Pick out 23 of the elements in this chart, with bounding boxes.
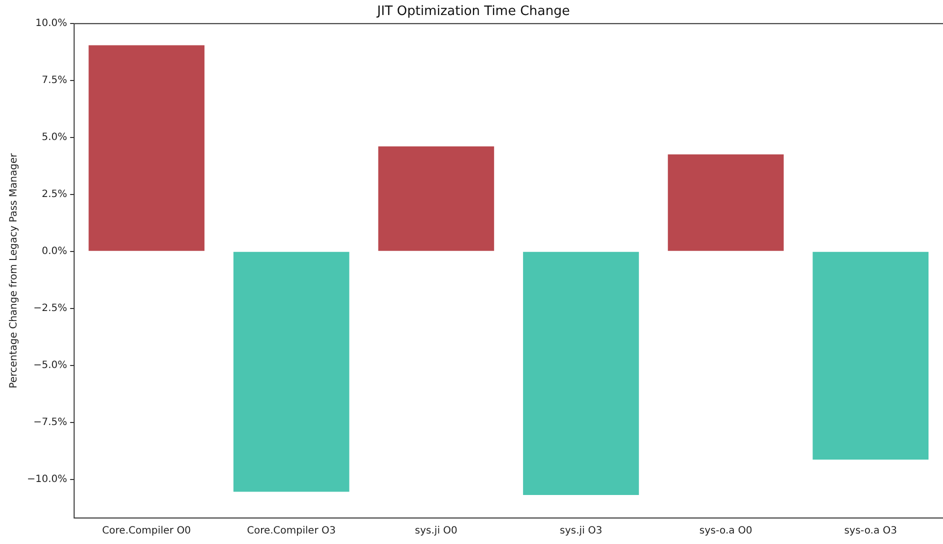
x-tick-label: Core.Compiler O0 (102, 526, 191, 537)
x-tick-label: sys.ji O0 (414, 526, 458, 537)
y-tick-label: 7.5% (42, 75, 68, 86)
y-tick-label: −2.5% (33, 302, 68, 314)
x-tick-label: sys-o.a O0 (699, 526, 752, 537)
chart-title: JIT Optimization Time Change (376, 4, 570, 20)
x-tick-label: sys-o.a O3 (844, 526, 897, 537)
y-tick-label: 2.5% (42, 189, 68, 200)
bar (523, 252, 639, 495)
y-tick-label: 0.0% (42, 246, 68, 258)
y-tick-label: −10.0% (26, 474, 68, 485)
bar (233, 252, 350, 492)
bar (812, 252, 929, 460)
y-tick-label: −7.5% (33, 416, 68, 428)
bar (88, 45, 204, 251)
y-axis-title: Percentage Change from Legacy Pass Manager (8, 152, 20, 388)
bar (378, 146, 494, 251)
bar (668, 154, 784, 251)
x-tick-label: sys.ji O3 (560, 526, 602, 537)
y-tick-label: −5.0% (33, 360, 68, 371)
y-tick-label: 10.0% (35, 18, 68, 30)
x-tick-label: Core.Compiler O3 (246, 526, 336, 537)
y-tick-label: 5.0% (42, 132, 68, 144)
